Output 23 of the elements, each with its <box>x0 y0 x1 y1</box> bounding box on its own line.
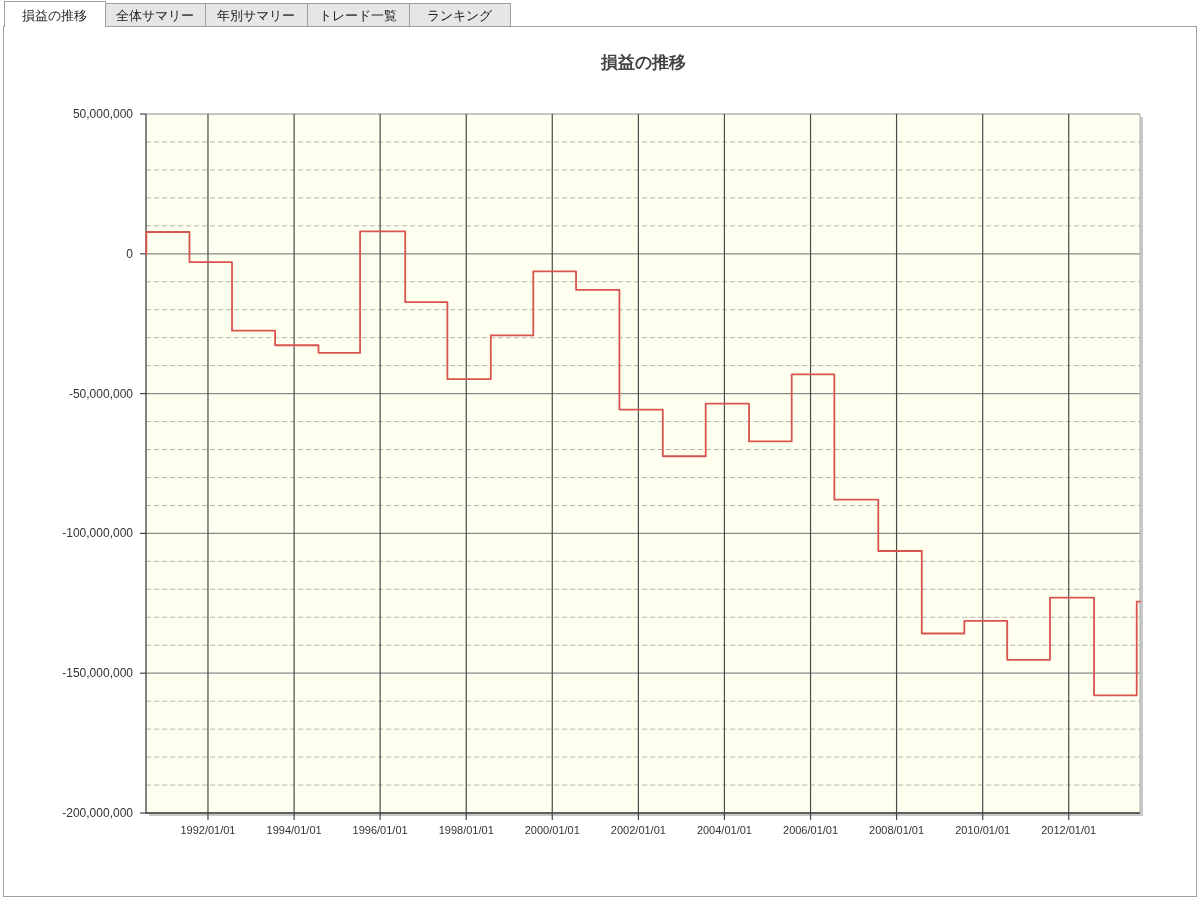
y-tick-label: -100,000,000 <box>62 526 134 541</box>
y-tick-label: 0 <box>126 246 134 261</box>
x-tick-label: 1996/01/01 <box>352 824 408 836</box>
tab: 全体サマリー <box>105 3 206 27</box>
x-tick-label: 1992/01/01 <box>180 824 236 836</box>
y-tick-label: -50,000,000 <box>68 386 134 401</box>
x-tick-label: 2008/01/01 <box>869 824 925 836</box>
tab: 損益の推移 <box>4 1 106 28</box>
x-tick-label: 2004/01/01 <box>696 824 752 836</box>
y-tick-label: -150,000,000 <box>62 666 134 681</box>
x-tick-label: 1994/01/01 <box>266 824 322 836</box>
y-tick-label: 50,000,000 <box>72 107 134 121</box>
x-tick-label: 2002/01/01 <box>610 824 666 836</box>
tab: トレード一覧 <box>307 3 410 27</box>
x-tick-label: 2000/01/01 <box>524 824 580 836</box>
x-tick-label: 2012/01/01 <box>1041 824 1097 836</box>
chart-title: 損益の推移 <box>599 53 686 72</box>
x-tick-label: 1998/01/01 <box>438 824 494 836</box>
x-tick-label: 2006/01/01 <box>783 824 839 836</box>
tab: 年別サマリー <box>205 3 308 27</box>
x-tick-label: 2010/01/01 <box>955 824 1011 836</box>
tab: ランキング <box>409 3 511 27</box>
y-tick-label: -200,000,000 <box>62 806 134 820</box>
